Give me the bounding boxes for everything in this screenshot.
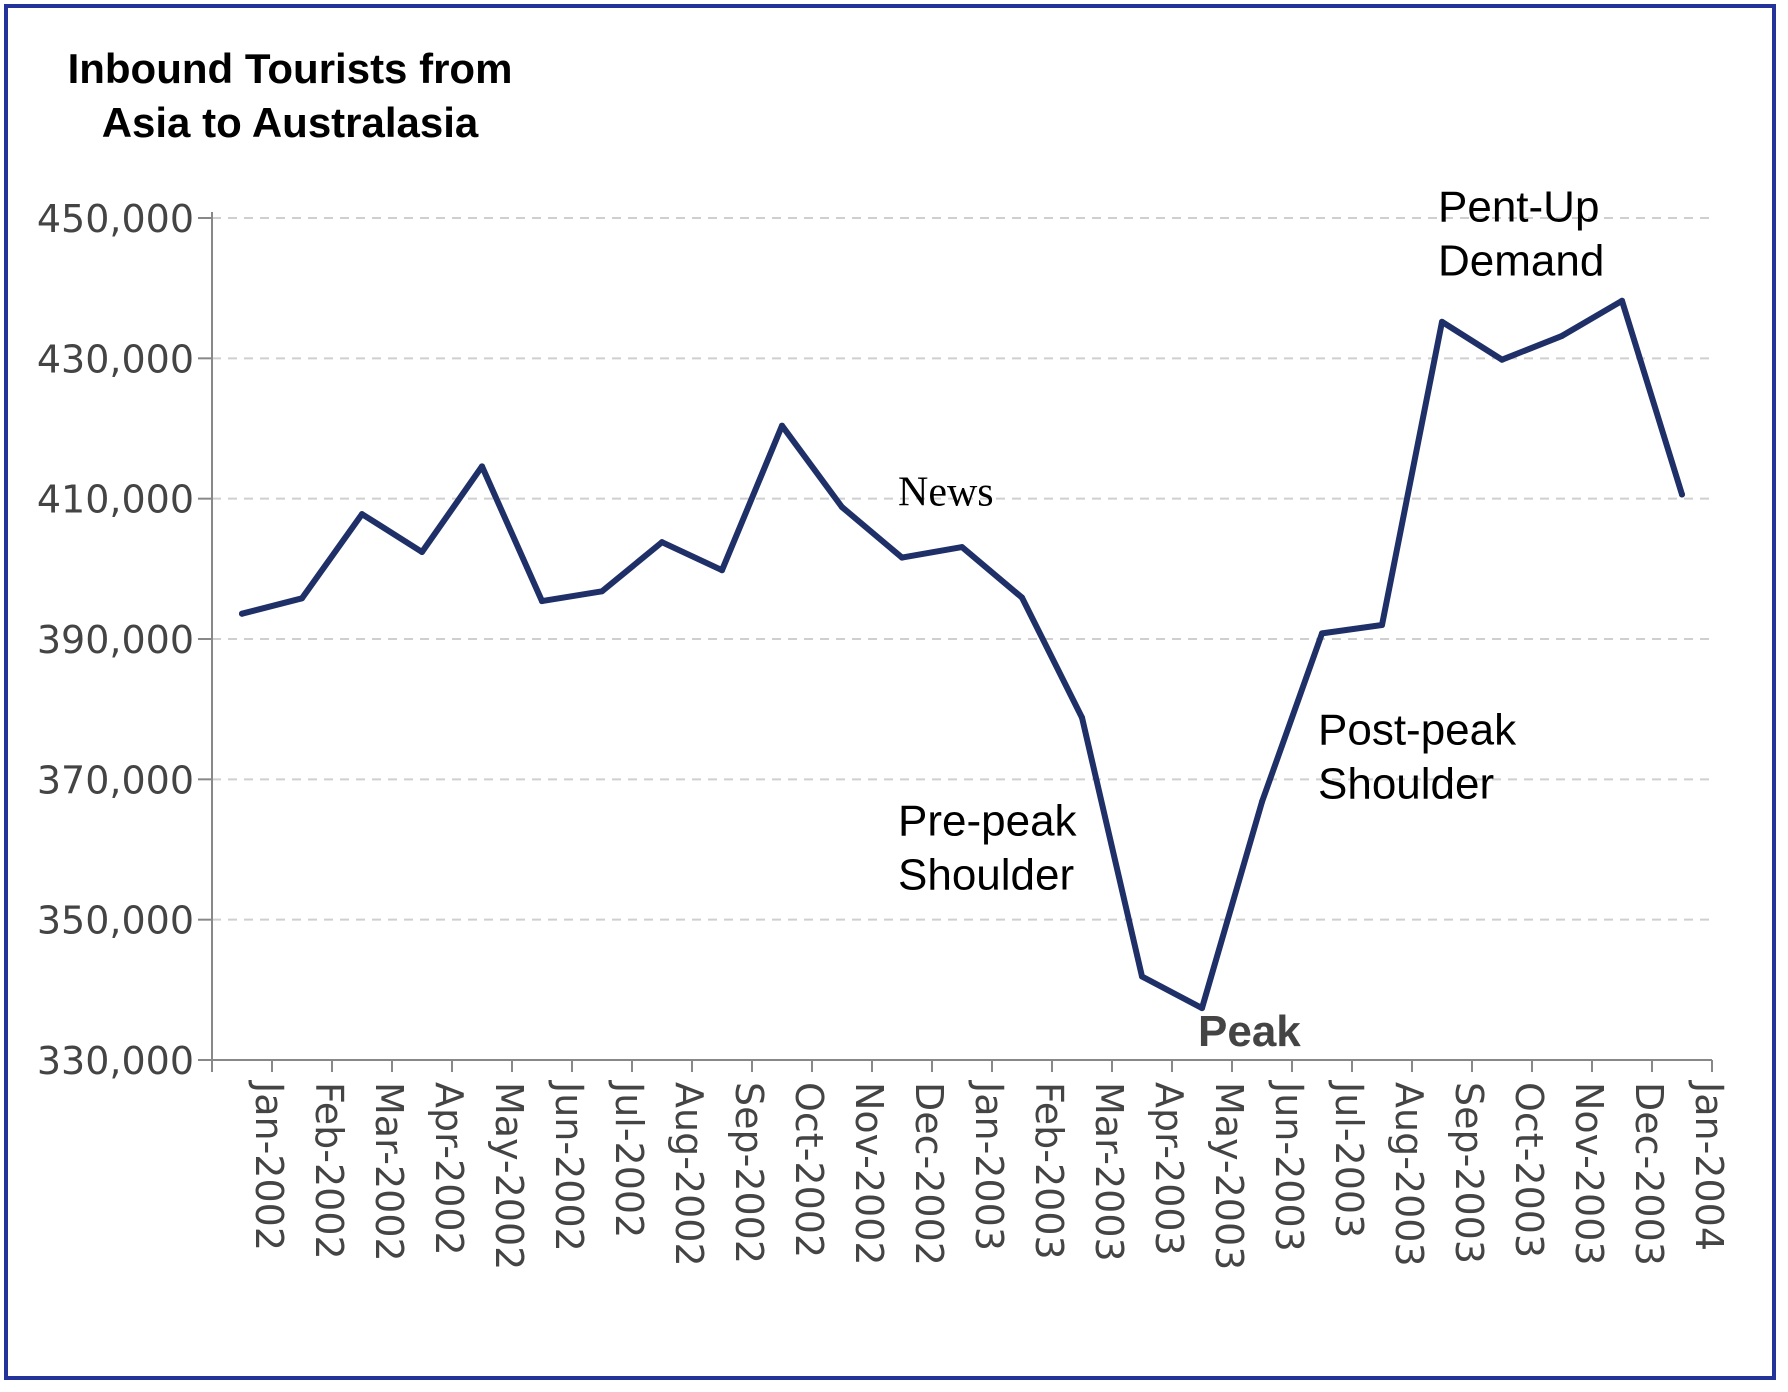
chart-title: Inbound Tourists from Asia to Australasi… bbox=[30, 42, 550, 150]
x-tick-label: Feb-2002 bbox=[307, 1082, 351, 1260]
x-tick-label: Mar-2003 bbox=[1087, 1082, 1131, 1262]
data-point bbox=[599, 588, 605, 595]
data-point bbox=[839, 504, 845, 511]
annotation-line: Post-peak bbox=[1318, 705, 1517, 754]
x-tick-label: Dec-2002 bbox=[907, 1082, 951, 1266]
y-tick-label: 410,000 bbox=[37, 478, 194, 522]
data-point bbox=[239, 610, 245, 617]
x-tick-label: Apr-2003 bbox=[1147, 1082, 1191, 1256]
data-point bbox=[1139, 973, 1145, 980]
annotation-line: Shoulder bbox=[1318, 759, 1494, 808]
data-point bbox=[299, 595, 305, 602]
annotation-line: Shoulder bbox=[898, 850, 1074, 899]
data-point bbox=[1079, 714, 1085, 721]
data-point bbox=[659, 539, 665, 546]
axes bbox=[198, 212, 1713, 1072]
data-point bbox=[1379, 621, 1385, 628]
x-tick-label: Sep-2003 bbox=[1447, 1082, 1491, 1264]
annotation-line: Pent-Up bbox=[1438, 183, 1599, 232]
annotation-pent-up-demand: Pent-Up Demand bbox=[1438, 183, 1604, 286]
data-point bbox=[419, 548, 425, 555]
data-point bbox=[1499, 356, 1505, 363]
data-point bbox=[719, 567, 725, 574]
x-tick-label: Feb-2003 bbox=[1027, 1082, 1071, 1260]
x-tick-label: Jul-2003 bbox=[1327, 1080, 1371, 1238]
series-line bbox=[239, 297, 1685, 1012]
data-point bbox=[1259, 798, 1265, 805]
y-tick-label: 350,000 bbox=[37, 899, 194, 943]
x-tick-label: Mar-2002 bbox=[367, 1082, 411, 1262]
y-tick-label: 450,000 bbox=[37, 197, 194, 241]
x-tick-label: Dec-2003 bbox=[1627, 1082, 1671, 1266]
x-tick-label: Jan-2003 bbox=[967, 1080, 1011, 1251]
chart-title-line-2: Asia to Australasia bbox=[101, 99, 479, 146]
y-tick-label: 370,000 bbox=[37, 758, 194, 802]
x-tick-label: Nov-2002 bbox=[847, 1082, 891, 1266]
grid-lines bbox=[212, 217, 1712, 921]
x-tick-label: Jan-2002 bbox=[247, 1080, 291, 1251]
chart-frame bbox=[4, 4, 1776, 1380]
chart-title-line-1: Inbound Tourists from bbox=[67, 45, 513, 92]
data-point bbox=[1439, 318, 1445, 325]
x-tick-label: Sep-2002 bbox=[727, 1082, 771, 1264]
data-point bbox=[1199, 1005, 1205, 1012]
annotations: News Pre-peak Shoulder Peak Post-peak Shoulde… bbox=[898, 183, 1604, 1056]
data-point bbox=[959, 544, 965, 551]
x-tick-label: Apr-2002 bbox=[427, 1082, 471, 1256]
x-tick-label: May-2002 bbox=[487, 1082, 531, 1270]
data-point bbox=[1619, 297, 1625, 304]
annotation-line: News bbox=[898, 470, 994, 516]
data-point bbox=[779, 422, 785, 429]
y-tick-label: 330,000 bbox=[37, 1039, 194, 1083]
x-tick-label: Oct-2002 bbox=[787, 1082, 831, 1258]
data-point bbox=[1019, 594, 1025, 601]
x-tick-label: Aug-2002 bbox=[667, 1082, 711, 1267]
data-point bbox=[899, 554, 905, 561]
data-point bbox=[479, 463, 485, 470]
annotation-pre-peak-shoulder: Pre-peak Shoulder bbox=[898, 796, 1078, 899]
x-tick-label: Aug-2003 bbox=[1387, 1082, 1431, 1267]
data-point bbox=[359, 511, 365, 518]
y-tick-labels: 330,000 350,000 370,000 390,000 410,000 430,0… bbox=[37, 197, 194, 1083]
x-tick-label: Jun-2003 bbox=[1267, 1080, 1311, 1252]
y-tick-label: 390,000 bbox=[37, 618, 194, 662]
annotation-line: Peak bbox=[1198, 1007, 1301, 1056]
x-tick-label: Jun-2002 bbox=[547, 1080, 591, 1252]
y-tick-label: 430,000 bbox=[37, 337, 194, 381]
x-tick-label: Oct-2003 bbox=[1507, 1082, 1551, 1258]
x-tick-label: Jul-2002 bbox=[607, 1080, 651, 1238]
annotation-news: News bbox=[898, 470, 994, 516]
data-point bbox=[1679, 491, 1685, 498]
annotation-line: Pre-peak bbox=[898, 796, 1078, 845]
x-tick-label: Nov-2003 bbox=[1567, 1082, 1611, 1266]
data-point bbox=[539, 598, 545, 605]
data-point bbox=[1559, 332, 1565, 339]
annotation-line: Demand bbox=[1438, 237, 1604, 286]
x-tick-labels: Jan-2002 Feb-2002 Mar-2002 Apr-2002 May-2002… bbox=[247, 1080, 1731, 1270]
series-line-group bbox=[239, 297, 1685, 1012]
annotation-peak: Peak bbox=[1198, 1007, 1301, 1056]
annotation-post-peak-shoulder: Post-peak Shoulder bbox=[1318, 705, 1517, 808]
x-tick-label: May-2003 bbox=[1207, 1082, 1251, 1270]
data-point bbox=[1319, 630, 1325, 637]
x-tick-label: Jan-2004 bbox=[1687, 1080, 1731, 1251]
